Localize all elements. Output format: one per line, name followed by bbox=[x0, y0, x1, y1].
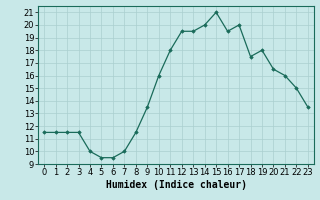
X-axis label: Humidex (Indice chaleur): Humidex (Indice chaleur) bbox=[106, 180, 246, 190]
